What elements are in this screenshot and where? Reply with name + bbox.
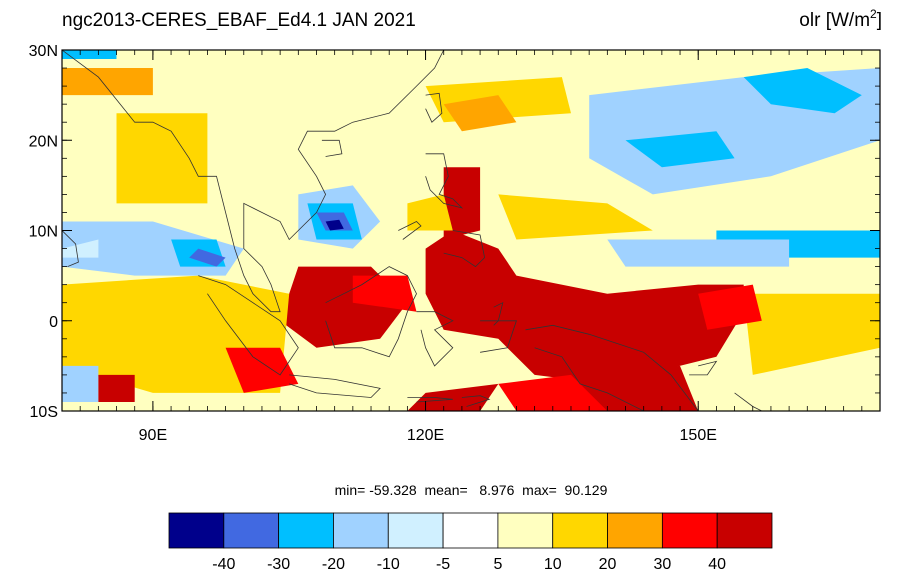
- map-plot-area: 90E 120E 150E 30N 20N 10N 0 10S: [29, 43, 881, 444]
- coastline-17: [734, 392, 762, 411]
- olr-region-13: [498, 194, 653, 240]
- colorbar: -40 -30 -20 -10 -5 5 10 20 30 40: [168, 512, 773, 573]
- y-tick-label: 10N: [29, 224, 58, 241]
- colorbar-label: 30: [653, 556, 671, 573]
- olr-region-10: [743, 293, 880, 375]
- unit-suffix: ]: [877, 10, 882, 31]
- colorbar-swatch: [661, 512, 718, 549]
- olr-region-12: [62, 302, 172, 339]
- colorbar-label: 10: [544, 556, 562, 573]
- colorbar-swatch: [333, 512, 389, 549]
- colorbar-label: -5: [436, 556, 450, 573]
- colorbar-swatch: [442, 512, 499, 549]
- colorbar-swatch: [716, 512, 773, 549]
- colorbar-swatch: [552, 512, 608, 549]
- coastline-14: [407, 397, 453, 403]
- variable-name: olr: [799, 10, 821, 31]
- olr-region-4: [571, 365, 699, 411]
- x-tick-label: 90E: [139, 427, 167, 444]
- colorbar-swatch: [278, 512, 334, 549]
- colorbar-label: -20: [322, 556, 345, 573]
- coastline-12: [525, 324, 699, 411]
- y-tick-label: 30N: [29, 43, 58, 60]
- coastline-5: [289, 374, 381, 398]
- colorbar-swatch: [497, 512, 554, 549]
- unit-superscript: 2: [870, 7, 877, 21]
- x-tick-label: 150E: [680, 427, 717, 444]
- coastline-9: [443, 230, 486, 268]
- colorbar-label: -40: [212, 556, 235, 573]
- olr-region-5: [62, 68, 153, 96]
- colorbar-swatch: [168, 512, 225, 549]
- colorbar-label: 40: [708, 556, 726, 573]
- x-tick-label: 120E: [407, 427, 444, 444]
- olr-region-32: [698, 284, 762, 330]
- colorbar-label: 5: [493, 556, 502, 573]
- coastline-3: [62, 230, 79, 267]
- olr-region-1: [443, 167, 481, 240]
- colorbar-swatch: [387, 512, 444, 549]
- olr-region-6: [116, 113, 208, 204]
- coastline-6: [325, 266, 417, 358]
- olr-region-3: [407, 383, 499, 411]
- coastline-16: [480, 320, 517, 353]
- colorbar-swatch: [223, 512, 280, 549]
- variable-label: olr [W/m2]: [799, 7, 882, 31]
- olr-region-25: [325, 219, 344, 231]
- olr-region-11: [407, 194, 453, 231]
- olr-region-15: [743, 68, 862, 114]
- coastline-15: [461, 395, 491, 407]
- olr-region-29: [98, 374, 135, 402]
- coastline-4: [198, 275, 299, 376]
- olr-region-16: [625, 131, 735, 168]
- olr-region-0: [425, 230, 744, 384]
- unit-prefix: [W/m: [826, 10, 870, 31]
- y-tick-label: 10S: [30, 404, 58, 421]
- coastline-8: [425, 153, 464, 209]
- y-tick-label: 0: [49, 314, 58, 331]
- coastline-13: [689, 360, 718, 376]
- coastline-0: [62, 50, 445, 313]
- olr-region-30: [225, 347, 299, 393]
- olr-region-26: [62, 50, 117, 59]
- y-tick-label: 20N: [29, 133, 58, 150]
- olr-region-27: [62, 239, 99, 258]
- stats-summary: min= -59.328 mean= 8.976 max= 90.129: [335, 482, 608, 498]
- colorbar-swatch: [607, 512, 663, 549]
- olr-region-28: [62, 365, 99, 402]
- coastline-1: [425, 92, 443, 123]
- olr-region-18: [607, 239, 790, 267]
- olr-region-31: [352, 275, 417, 312]
- coastline-10: [398, 221, 422, 240]
- colorbar-label: -10: [377, 556, 400, 573]
- coastline-2: [321, 139, 343, 157]
- colorbar-label: -30: [267, 556, 290, 573]
- olr-region-9: [443, 95, 517, 132]
- coastline-11: [493, 301, 504, 326]
- olr-region-21: [189, 248, 226, 267]
- coastline-7: [416, 311, 454, 367]
- map-title: ngc2013-CERES_EBAF_Ed4.1 JAN 2021: [62, 10, 416, 31]
- colorbar-label: 20: [599, 556, 617, 573]
